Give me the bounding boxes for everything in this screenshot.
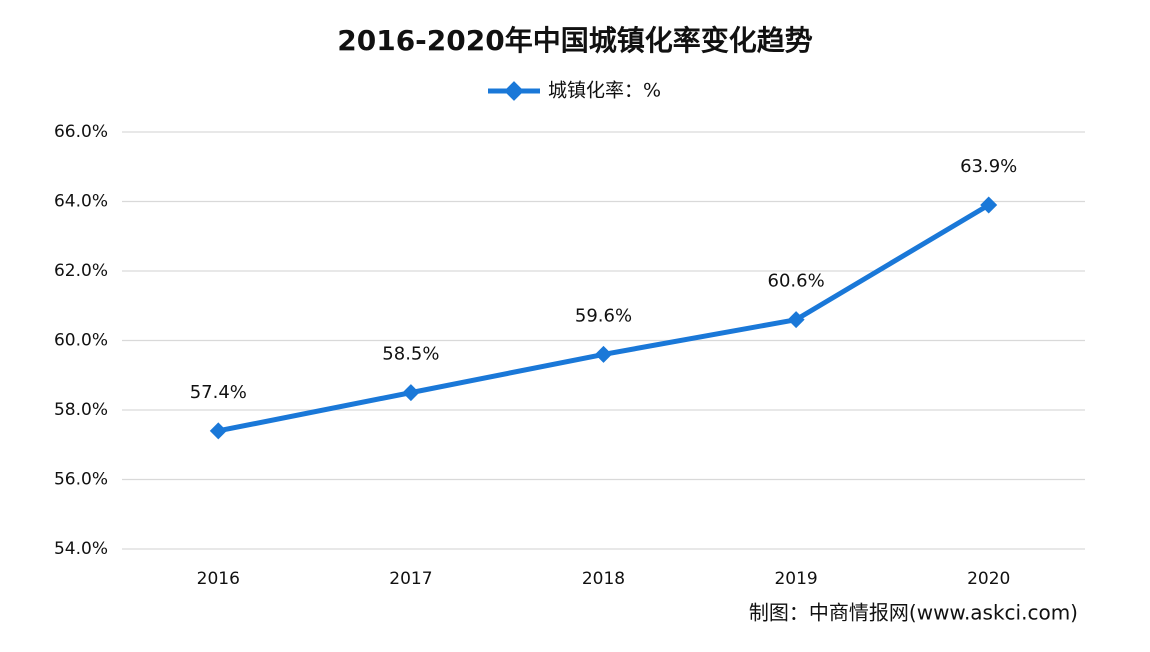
x-tick-label: 2020 — [967, 569, 1010, 589]
chart-title: 2016-2020年中国城镇化率变化趋势 — [337, 24, 812, 57]
y-tick-label: 66.0% — [54, 122, 108, 142]
point-marker — [595, 345, 612, 363]
x-tick-label: 2018 — [582, 569, 625, 589]
data-label: 63.9% — [960, 156, 1017, 177]
y-tick-label: 60.0% — [54, 331, 108, 351]
point-marker — [209, 422, 227, 440]
legend: 城镇化率：% — [488, 80, 661, 102]
x-tick-label: 2019 — [774, 569, 817, 589]
data-label: 59.6% — [575, 305, 632, 326]
point-marker — [402, 384, 420, 402]
y-tick-label: 54.0% — [54, 539, 108, 559]
legend-marker — [504, 81, 524, 101]
x-tick-label: 2017 — [389, 569, 432, 589]
data-label: 57.4% — [190, 382, 247, 403]
y-tick-label: 64.0% — [54, 192, 108, 212]
y-tick-label: 62.0% — [54, 261, 108, 281]
point-marker — [980, 196, 998, 214]
legend-label: 城镇化率：% — [548, 80, 661, 102]
x-tick-label: 2016 — [197, 569, 240, 589]
y-tick-label: 58.0% — [54, 400, 108, 420]
y-tick-label: 56.0% — [54, 470, 108, 490]
data-label: 58.5% — [382, 344, 439, 365]
data-label: 60.6% — [768, 271, 825, 292]
source-note: 制图：中商情报网(www.askci.com) — [749, 601, 1078, 625]
point-marker — [787, 311, 805, 329]
